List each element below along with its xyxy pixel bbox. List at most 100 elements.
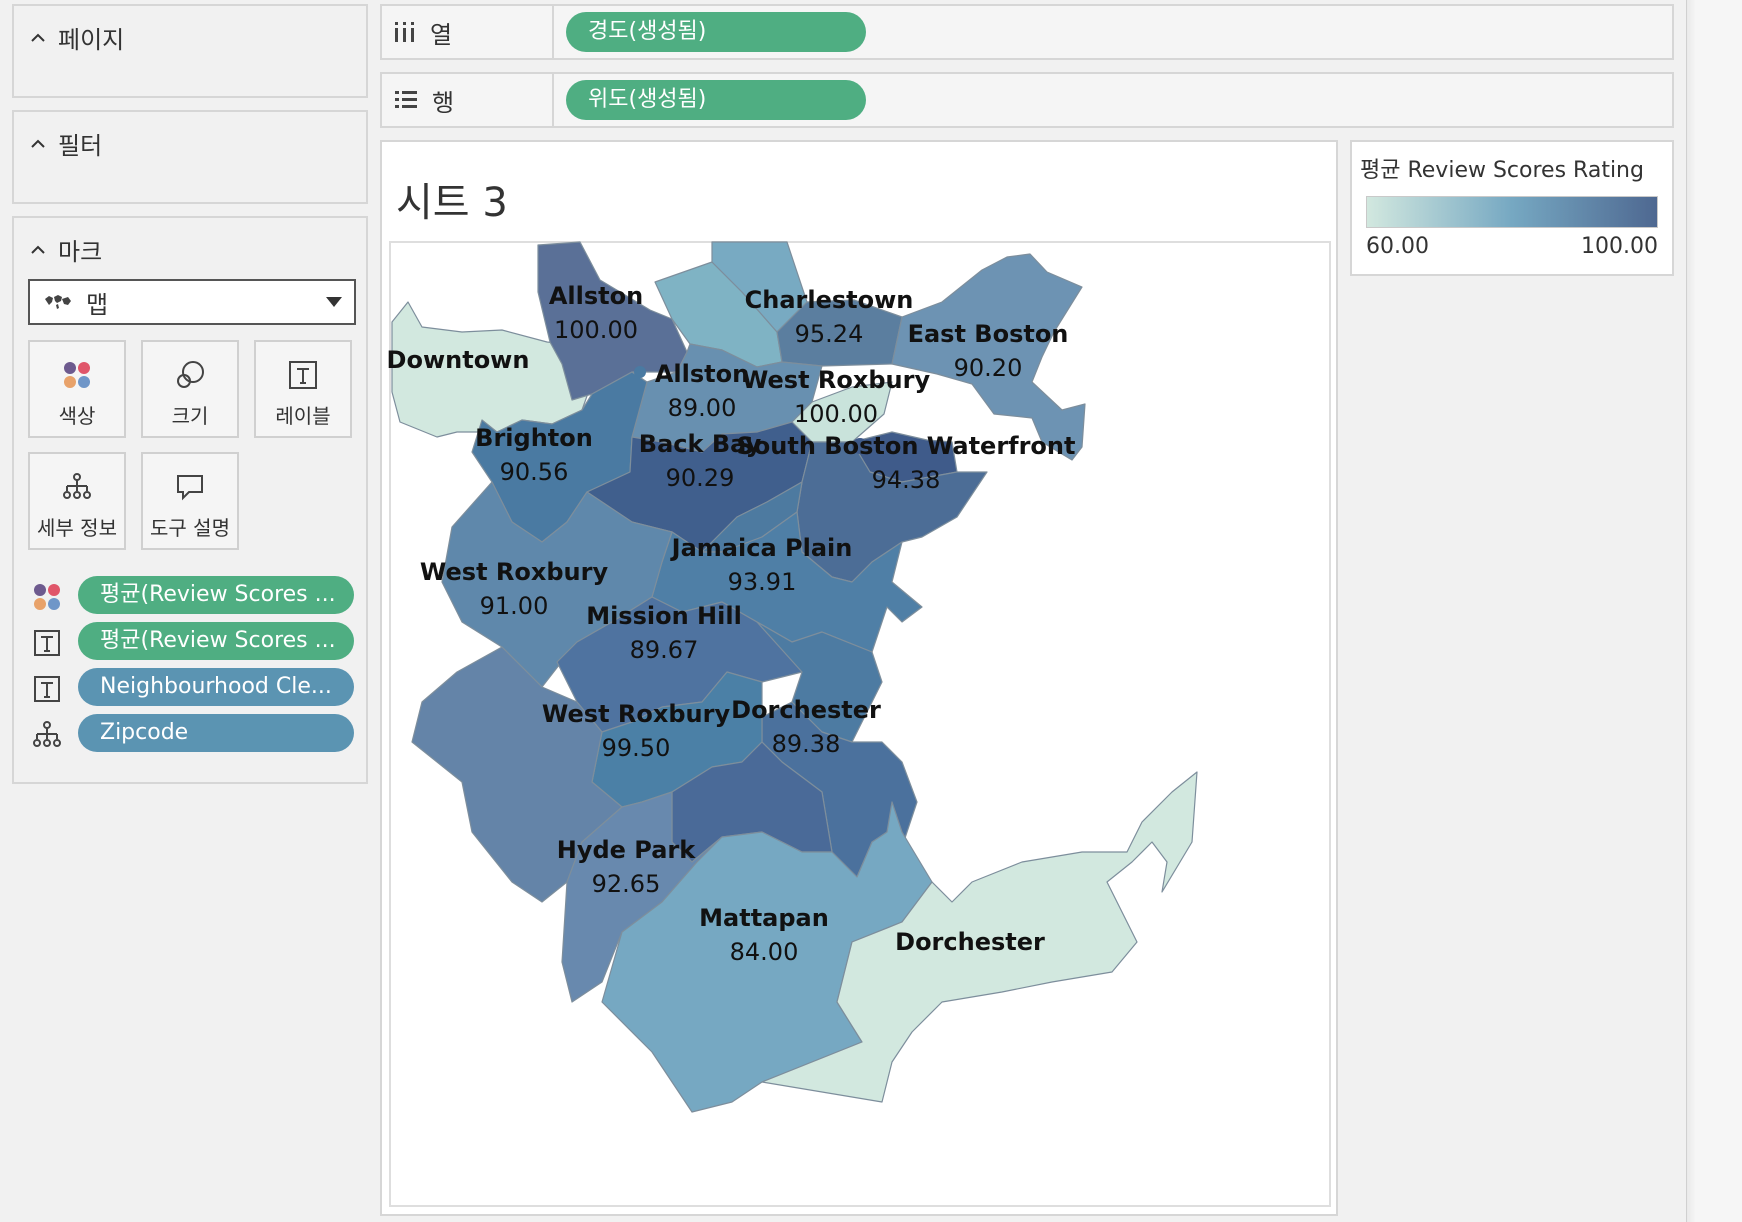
map-label-name: Charlestown: [745, 286, 914, 314]
map-label-name: Dorchester: [731, 696, 881, 724]
text-label-icon: [289, 361, 317, 389]
size-button-label: 크기: [171, 404, 209, 428]
label-field-pill[interactable]: 평균(Review Scores ...: [78, 622, 354, 660]
map-label-name: Brighton: [475, 424, 593, 452]
map-label-name: Mattapan: [699, 904, 829, 932]
map-label-value: 93.91: [728, 568, 797, 596]
map-icon: [45, 295, 71, 309]
color-legend[interactable]: 평균 Review Scores Rating 60.00 100.00: [1350, 140, 1674, 276]
mark-type-label: 맵: [86, 290, 109, 319]
region-allston-north[interactable]: [537, 241, 688, 401]
shelf-divider: [552, 6, 554, 58]
rows-icon: [395, 91, 417, 108]
map-label-value: 89.67: [630, 636, 699, 664]
map-label-value: 84.00: [730, 938, 799, 966]
rows-label: 행: [432, 88, 455, 117]
color-field-pill[interactable]: 평균(Review Scores ...: [78, 576, 354, 614]
columns-label: 열: [430, 20, 453, 49]
region-jamaica-plain-south[interactable]: [756, 621, 883, 743]
size-circles-icon: [177, 361, 204, 388]
dropdown-caret-icon[interactable]: [326, 297, 342, 307]
field-row-detail: Zipcode: [14, 714, 374, 754]
tooltip-button[interactable]: 도구 설명: [141, 452, 239, 550]
legend-min-label: 60.00: [1366, 234, 1429, 259]
pages-header[interactable]: 페이지: [30, 20, 124, 55]
field-row-color: 평균(Review Scores ...: [14, 576, 374, 616]
map-label-name: Dorchester: [895, 928, 1045, 956]
region-hyde-park-west[interactable]: [411, 646, 623, 903]
region-dorchester-south[interactable]: [761, 771, 1198, 1103]
color-button[interactable]: 색상: [28, 340, 126, 438]
map-label-name: Mission Hill: [586, 602, 742, 630]
map-label-value: 91.00: [480, 592, 549, 620]
marks-card: 마크 맵 색상 크기: [12, 216, 368, 784]
detail-hierarchy-icon: [63, 473, 91, 499]
legend-max-label: 100.00: [1581, 234, 1658, 259]
legend-gradient-bar: [1366, 196, 1658, 228]
rows-shelf: 행 위도(생성됨): [380, 72, 1674, 128]
columns-shelf-label: 열: [394, 6, 452, 58]
size-button[interactable]: 크기: [141, 340, 239, 438]
text-label-icon: [34, 630, 60, 656]
map-label-name: West Roxbury: [420, 558, 609, 586]
marks-header[interactable]: 마크: [30, 232, 102, 267]
map-label-value: 100.00: [554, 316, 638, 344]
pages-card: 페이지: [12, 4, 368, 98]
tooltip-bubble-icon: [177, 475, 203, 501]
detail-button-label: 세부 정보: [37, 516, 117, 540]
filters-card: 필터: [12, 110, 368, 204]
right-strip-shadow: [1686, 0, 1696, 1222]
filters-title: 필터: [58, 132, 103, 160]
map-point[interactable]: [634, 366, 646, 378]
zipcode-field-pill[interactable]: Zipcode: [78, 714, 354, 752]
chevron-up-icon[interactable]: [30, 136, 46, 152]
rows-shelf-label: 행: [394, 74, 454, 126]
color-dots-icon: [34, 584, 60, 610]
sheet-view: 시트 3: [380, 140, 1338, 1216]
map-label-value: 92.65: [592, 870, 661, 898]
field-row-label-1: 평균(Review Scores ...: [14, 622, 374, 662]
filters-header[interactable]: 필터: [30, 126, 102, 161]
map-label-value: 89.00: [668, 394, 737, 422]
label-button[interactable]: 레이블: [254, 340, 352, 438]
color-button-label: 색상: [58, 404, 96, 428]
map-label-value: 90.29: [666, 464, 735, 492]
chevron-up-icon[interactable]: [30, 30, 46, 46]
color-dots-icon: [64, 362, 90, 388]
map-label-name: Jamaica Plain: [670, 534, 853, 562]
columns-icon: [395, 22, 414, 42]
mark-type-dropdown[interactable]: 맵: [28, 279, 356, 325]
detail-button[interactable]: 세부 정보: [28, 452, 126, 550]
legend-title: 평균 Review Scores Rating: [1360, 158, 1644, 183]
map-label-value: 90.20: [954, 354, 1023, 382]
map-label-name: South Boston Waterfront: [737, 432, 1076, 460]
map-label-value: 94.38: [872, 466, 941, 494]
map-canvas[interactable]: Allston 100.00 Charlestown 95.24 East Bo…: [382, 142, 1336, 1214]
pages-title: 페이지: [58, 26, 125, 54]
region-mattapan[interactable]: [601, 801, 933, 1113]
text-label-icon: [34, 676, 60, 702]
map-label-value: 95.24: [795, 320, 864, 348]
detail-hierarchy-icon: [33, 721, 61, 747]
map-label-name: Downtown: [387, 346, 530, 374]
neighbourhood-field-pill[interactable]: Neighbourhood Cle...: [78, 668, 354, 706]
map-label-name: Hyde Park: [557, 836, 697, 864]
latitude-pill[interactable]: 위도(생성됨): [566, 80, 866, 120]
map-label-value: 100.00: [794, 400, 878, 428]
map-label-name: Allston: [655, 360, 749, 388]
map-label-name: East Boston: [908, 320, 1069, 348]
sheet-title: 시트 3: [396, 180, 508, 226]
field-row-label-2: Neighbourhood Cle...: [14, 668, 374, 708]
map-label-value: 99.50: [602, 734, 671, 762]
region-east-boston[interactable]: [891, 253, 1086, 461]
map-label-name: Allston: [549, 282, 643, 310]
chevron-up-icon[interactable]: [30, 242, 46, 258]
map-label-name: West Roxbury: [742, 366, 931, 394]
right-scroll-strip[interactable]: [1686, 0, 1742, 1222]
map-label-value: 89.38: [772, 730, 841, 758]
map-label-name: West Roxbury: [542, 700, 731, 728]
map-point[interactable]: [852, 438, 868, 454]
map-label-value: 90.56: [500, 458, 569, 486]
longitude-pill[interactable]: 경도(생성됨): [566, 12, 866, 52]
label-button-label: 레이블: [275, 404, 331, 428]
